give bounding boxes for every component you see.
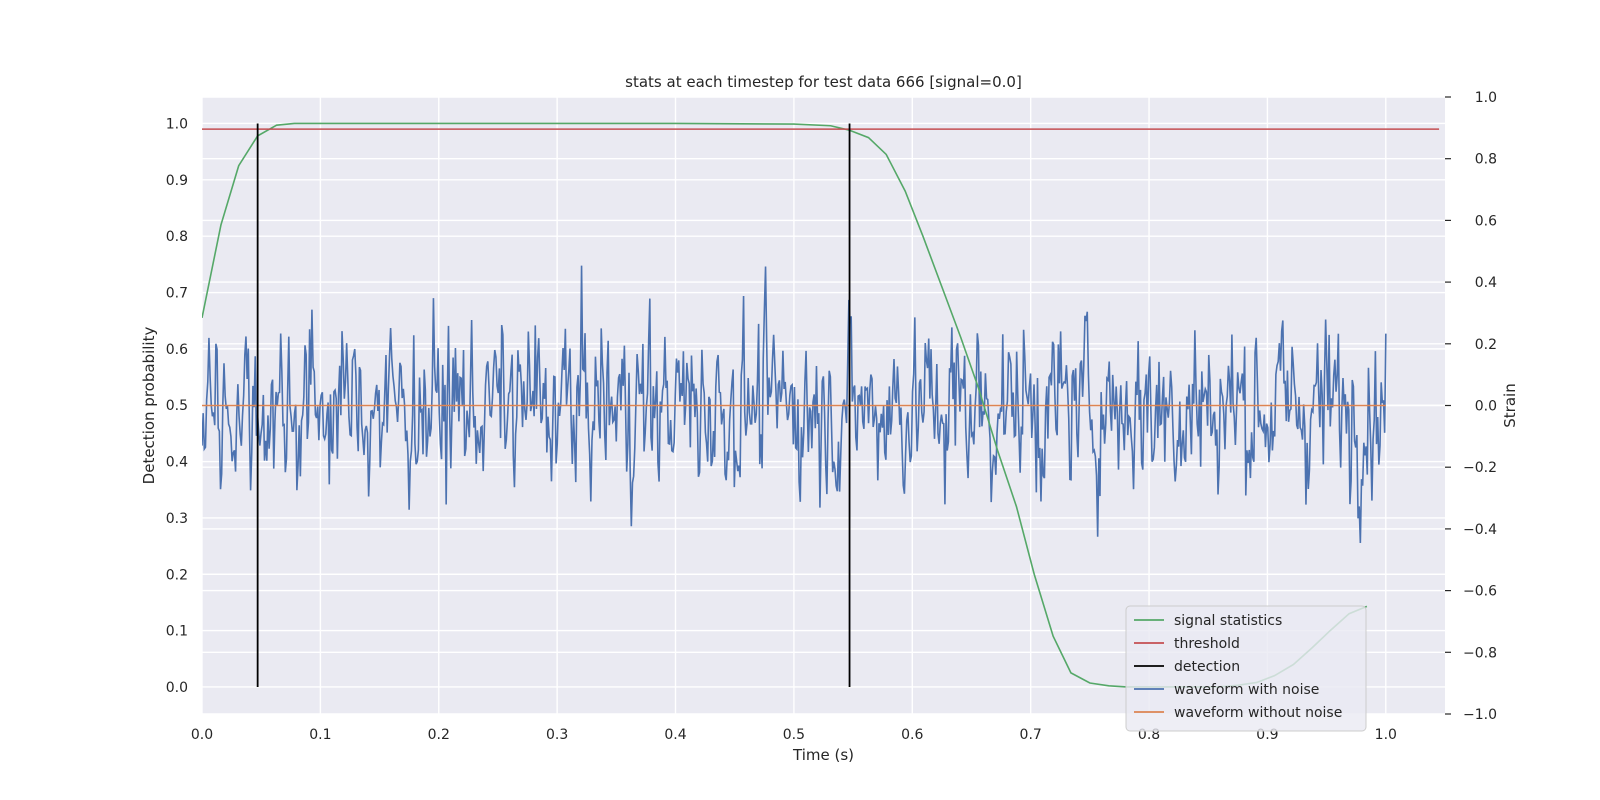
y-tick-label: 0.0 — [166, 680, 188, 696]
y2-tick-label: −0.2 — [1463, 460, 1497, 476]
y-tick-label: 0.2 — [166, 567, 188, 583]
y2-tick-label: −1.0 — [1463, 707, 1497, 723]
y-axis-label: Detection probability — [140, 327, 158, 485]
x-tick-label: 1.0 — [1375, 727, 1397, 743]
legend-box — [1125, 605, 1367, 732]
plot-series — [202, 122, 1440, 688]
legend-label: waveform with noise — [1174, 682, 1319, 698]
chart-title: stats at each timestep for test data 666… — [625, 73, 1022, 91]
x-tick-label: 0.5 — [783, 727, 805, 743]
y2-tick-label: 0.2 — [1475, 337, 1497, 353]
series-waveform-with-noise — [202, 265, 1387, 543]
y-axis-left: 0.0 0.1 0.2 0.3 0.4 0.5 0.6 0.7 0.8 0.9 1.0 — [166, 116, 188, 695]
y-tick-label: 0.3 — [166, 511, 188, 527]
y-tick-label: 0.8 — [166, 229, 188, 245]
y2-tick-label: 0.0 — [1475, 399, 1497, 415]
y2-tick-label: 0.8 — [1475, 152, 1497, 168]
y2-axis-label: Strain — [1501, 383, 1519, 427]
x-tick-label: 0.7 — [1020, 727, 1042, 743]
y-tick-label: 0.5 — [166, 398, 188, 414]
y-axis-right: −1.0 −0.8 −0.6 −0.4 −0.2 0.0 0.2 0.4 0.6 0.8 1.0 — [1445, 90, 1497, 723]
y2-tick-label: −0.6 — [1463, 584, 1497, 600]
legend-label: waveform without noise — [1174, 705, 1342, 721]
x-axis-label: Time (s) — [792, 746, 854, 764]
y2-tick-label: 0.4 — [1475, 275, 1497, 291]
y-tick-label: 0.1 — [166, 624, 188, 640]
legend-label: detection — [1174, 659, 1240, 675]
y-tick-label: 1.0 — [166, 116, 188, 132]
x-tick-label: 0.4 — [664, 727, 686, 743]
legend-label: threshold — [1174, 636, 1240, 652]
x-tick-label: 0.3 — [546, 727, 568, 743]
y2-tick-label: 0.6 — [1475, 213, 1497, 229]
y2-tick-label: −0.4 — [1463, 522, 1497, 538]
y2-tick-label: −0.8 — [1463, 645, 1497, 661]
y-tick-label: 0.6 — [166, 342, 188, 358]
legend: signal statistics threshold detection wavef… — [1125, 605, 1367, 732]
x-tick-label: 0.2 — [428, 727, 450, 743]
x-tick-label: 0.0 — [191, 727, 213, 743]
legend-label: signal statistics — [1174, 613, 1282, 629]
x-tick-label: 0.6 — [901, 727, 923, 743]
y2-tick-label: 1.0 — [1475, 90, 1497, 106]
y-tick-label: 0.4 — [166, 455, 188, 471]
y-tick-label: 0.9 — [166, 173, 188, 189]
y-tick-label: 0.7 — [166, 286, 188, 302]
x-tick-label: 0.1 — [309, 727, 331, 743]
